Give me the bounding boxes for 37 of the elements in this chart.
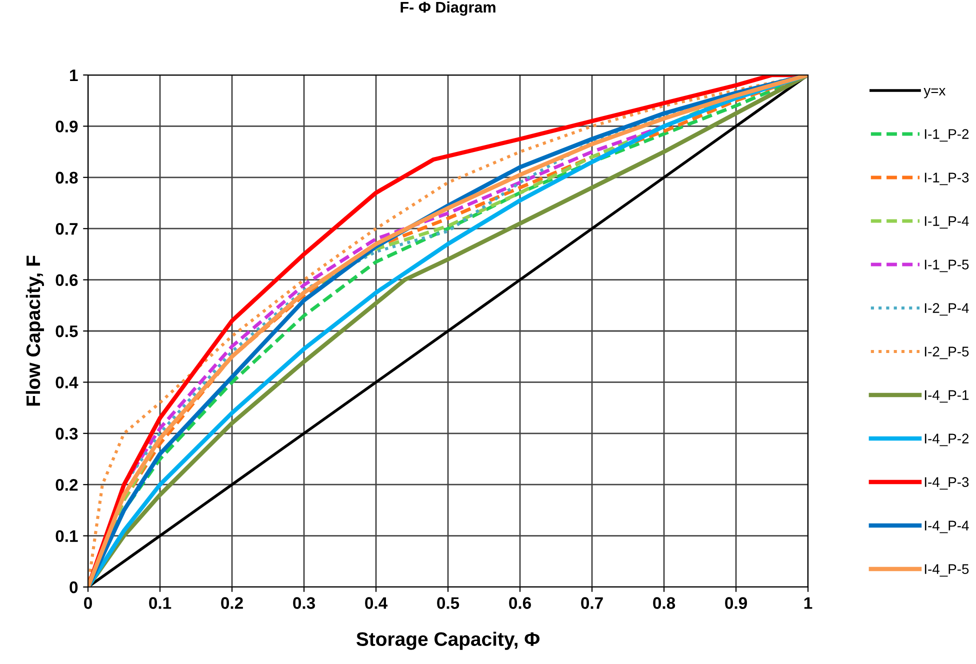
x-tick-label: 0.2 (221, 597, 243, 609)
x-tick-label: 0.4 (365, 597, 388, 609)
y-tick-label: 0.4 (56, 376, 78, 388)
legend-label: I-1_P-3 (924, 172, 969, 186)
legend-label: I-4_P-1 (924, 390, 969, 403)
legend-label: I-4_P-2 (924, 434, 969, 446)
legend-label: I-2_P-5 (924, 346, 969, 360)
legend-label: I-1_P-4 (924, 216, 969, 229)
x-tick-label: 0.8 (653, 597, 676, 609)
x-axis-title: Storage Capacity, Φ (356, 632, 540, 650)
legend-label: I-1_P-5 (924, 260, 969, 272)
legend-label: I-4_P-4 (924, 520, 969, 534)
y-tick-label: 0.3 (56, 428, 78, 440)
x-tick-label: 0.5 (437, 597, 460, 609)
y-tick-label: 0.7 (56, 223, 78, 235)
legend-label: I-4_P-3 (924, 477, 969, 490)
y-tick-label: 0 (70, 581, 78, 594)
y-axis-title: Flow Capacity, F (26, 256, 44, 406)
chart-title: F- Φ Diagram (400, 1, 496, 16)
y-tick-label: 0.5 (56, 325, 78, 338)
y-tick-label: 1 (70, 70, 78, 82)
y-tick-label: 0.1 (56, 530, 78, 542)
y-tick-label: 0.2 (56, 479, 78, 491)
legend-label: y=x (924, 88, 946, 98)
x-tick-label: 0.3 (293, 597, 315, 609)
x-tick-label: 0.6 (509, 597, 531, 609)
x-tick-label: 0.1 (149, 597, 172, 609)
x-tick-label: 0.7 (581, 597, 603, 609)
x-tick-label: 0 (84, 597, 92, 609)
y-tick-label: 0.9 (56, 120, 78, 132)
y-tick-label: 0.6 (56, 274, 78, 286)
legend-label: I-1_P-2 (924, 129, 969, 142)
y-tick-label: 0.8 (56, 172, 78, 184)
x-tick-label: 1 (804, 597, 812, 609)
legend-label: I-4_P-5 (924, 564, 969, 577)
legend-label: I-2_P-4 (924, 303, 969, 316)
x-tick-label: 0.9 (725, 597, 747, 609)
